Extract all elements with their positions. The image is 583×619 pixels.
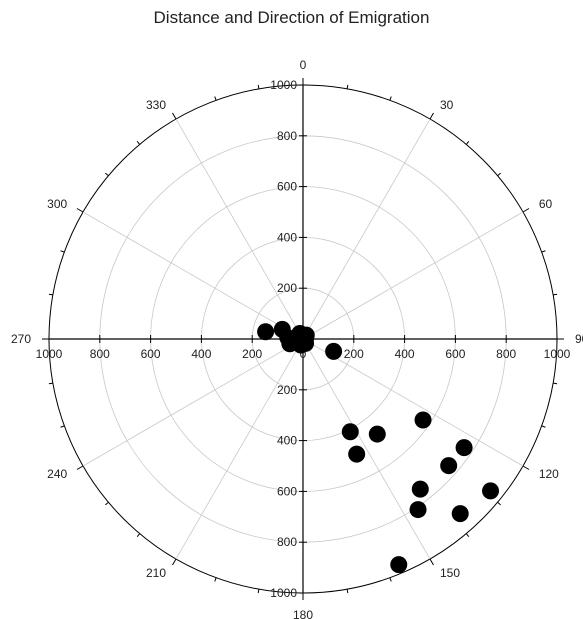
- angular-tick: [257, 589, 260, 594]
- angle-label: 330: [146, 98, 166, 112]
- south-axis-label: 800: [277, 535, 297, 549]
- angle-label: 240: [47, 467, 67, 481]
- grid-spoke: [302, 211, 524, 340]
- angular-tick: [497, 501, 501, 506]
- angular-tick: [105, 172, 109, 177]
- data-point: [451, 505, 469, 523]
- angular-tick: [48, 382, 53, 385]
- data-point: [414, 411, 432, 429]
- angular-tick: [136, 533, 141, 537]
- angle-label: 30: [440, 98, 454, 112]
- west-axis-label: 600: [141, 347, 161, 361]
- angular-tick: [465, 533, 470, 537]
- angular-tick: [429, 558, 434, 566]
- north-axis-label: 800: [277, 129, 297, 143]
- angular-tick: [136, 141, 141, 145]
- data-point: [341, 423, 359, 441]
- angular-tick: [60, 250, 65, 253]
- angle-label: 120: [539, 467, 559, 481]
- grid-spoke: [302, 118, 431, 340]
- grid-spoke: [175, 338, 304, 560]
- east-axis-label: 800: [496, 347, 516, 361]
- point-layer: [257, 320, 500, 574]
- grid-spoke: [82, 211, 304, 340]
- north-axis-label: 1000: [270, 78, 297, 92]
- south-axis-label: 1000: [270, 586, 297, 600]
- angle-label: 90: [575, 332, 583, 346]
- west-axis-label: 800: [90, 347, 110, 361]
- angular-tick: [172, 558, 177, 566]
- angular-tick: [522, 465, 530, 470]
- angular-tick: [76, 465, 84, 470]
- angular-tick: [214, 577, 217, 582]
- angular-tick: [389, 577, 392, 582]
- north-axis-label: 600: [277, 180, 297, 194]
- angular-tick: [214, 96, 217, 101]
- label-layer: 1000800600400200020040060080010001000800…: [11, 58, 583, 619]
- east-axis-label: 200: [344, 347, 364, 361]
- west-axis-label: 200: [242, 347, 262, 361]
- north-axis-label: 200: [277, 281, 297, 295]
- angular-tick: [541, 250, 546, 253]
- data-point: [325, 342, 343, 360]
- angular-tick: [429, 112, 434, 120]
- angle-label: 180: [293, 608, 313, 619]
- south-axis-label: 400: [277, 434, 297, 448]
- angular-tick: [465, 141, 470, 145]
- angular-tick: [105, 501, 109, 506]
- east-axis-label: 400: [395, 347, 415, 361]
- angular-tick: [172, 112, 177, 120]
- data-point: [257, 323, 275, 341]
- data-point: [440, 457, 458, 475]
- north-axis-label: 400: [277, 230, 297, 244]
- chart-title: Distance and Direction of Emigration: [153, 8, 430, 27]
- grid-spoke: [82, 338, 304, 467]
- angular-tick: [497, 172, 501, 177]
- angular-tick: [48, 293, 53, 296]
- angular-tick: [541, 425, 546, 428]
- angular-tick: [346, 589, 349, 594]
- data-point: [482, 482, 500, 500]
- west-axis-label: 1000: [36, 347, 63, 361]
- angular-tick: [553, 382, 558, 385]
- data-point: [368, 425, 386, 443]
- south-axis-label: 600: [277, 484, 297, 498]
- angle-label: 150: [440, 566, 460, 580]
- grid-spoke: [302, 338, 431, 560]
- west-axis-label: 0: [300, 347, 307, 361]
- angular-tick: [60, 425, 65, 428]
- west-axis-label: 400: [191, 347, 211, 361]
- angular-tick: [553, 293, 558, 296]
- angular-tick: [389, 96, 392, 101]
- east-axis-label: 600: [445, 347, 465, 361]
- data-point: [455, 439, 473, 457]
- south-axis-label: 200: [277, 383, 297, 397]
- data-point: [409, 501, 427, 519]
- data-point: [348, 445, 366, 463]
- data-point: [390, 556, 408, 574]
- angular-tick: [76, 208, 84, 213]
- angular-tick: [257, 84, 260, 89]
- data-point: [411, 480, 429, 498]
- grid-spoke: [175, 118, 304, 340]
- data-point: [294, 330, 312, 348]
- angular-tick: [522, 208, 530, 213]
- east-axis-label: 1000: [544, 347, 571, 361]
- angle-label: 0: [300, 58, 307, 72]
- grid-spoke: [302, 338, 524, 467]
- angle-label: 60: [539, 197, 553, 211]
- angle-label: 210: [146, 566, 166, 580]
- angular-tick: [346, 84, 349, 89]
- angle-label: 300: [47, 197, 67, 211]
- angle-label: 270: [11, 332, 31, 346]
